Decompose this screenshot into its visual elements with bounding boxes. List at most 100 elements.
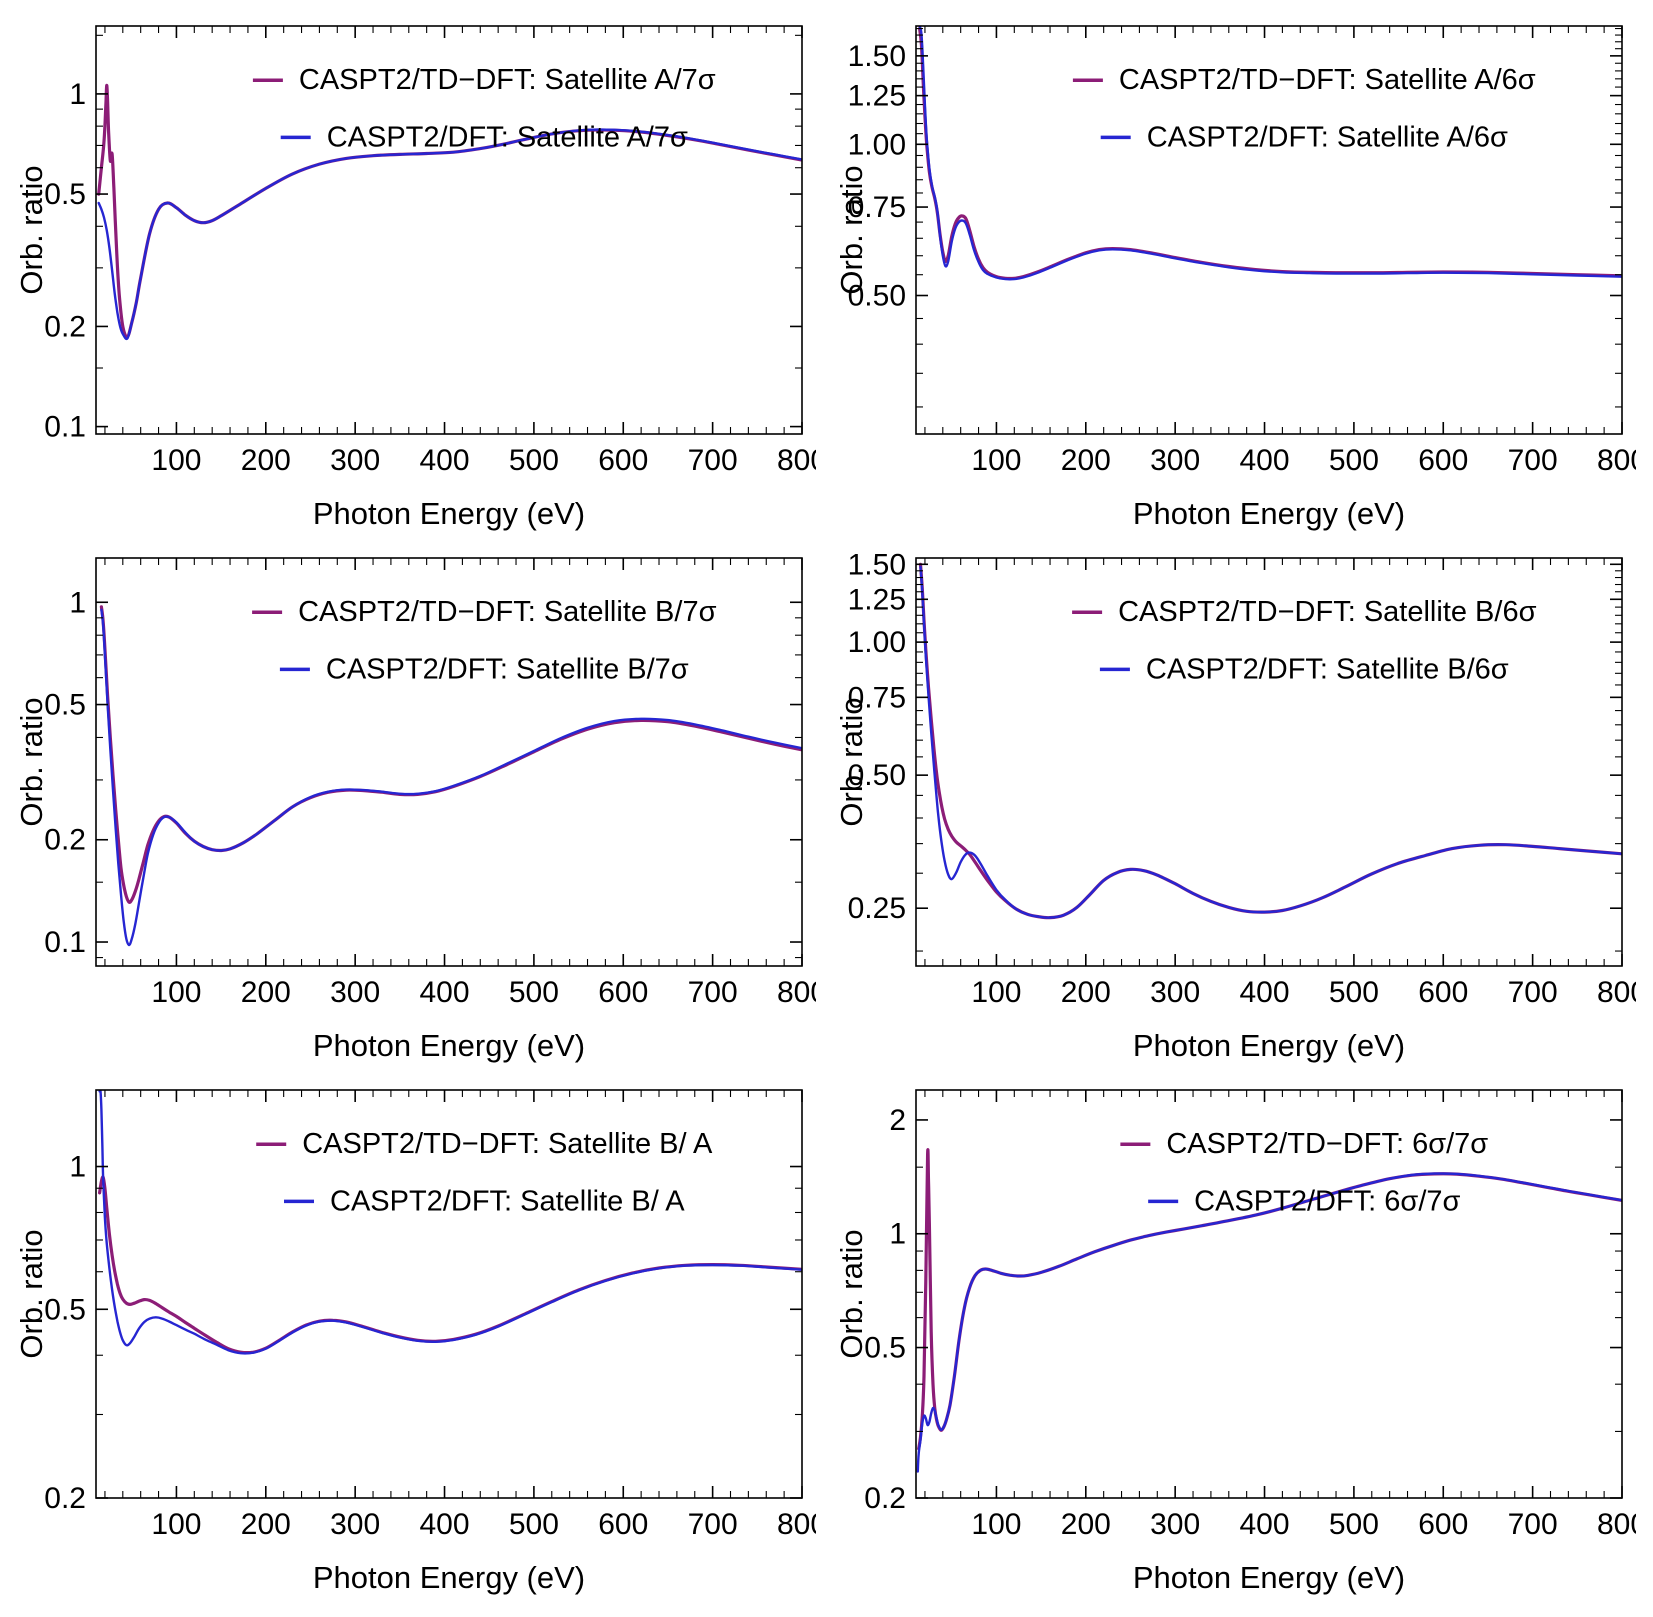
chart-panel-satellite-a-6sigma: 100 200 300 400 500 600 700 800 1.50 1.25 1.00 0.75… <box>836 16 1636 536</box>
x-tick-label: 100 <box>971 1508 1021 1541</box>
chart-svg-satellite-a-6sigma: 100 200 300 400 500 600 700 800 1.50 1.25 1.00 0.75… <box>836 16 1636 536</box>
y-tick-label: 1.50 <box>848 548 906 581</box>
legend-label: CASPT2/DFT: Satellite A/7σ <box>327 121 688 153</box>
x-axis-label: Photon Energy (eV) <box>313 1028 585 1063</box>
y-tick-label: 0.2 <box>864 1482 906 1515</box>
series-line <box>918 26 1622 281</box>
series-group <box>916 1148 1622 1473</box>
x-axis-label: Photon Energy (eV) <box>1133 1028 1405 1063</box>
x-tick-label: 700 <box>688 976 738 1009</box>
x-tick-label: 300 <box>1150 444 1200 477</box>
x-tick-label: 200 <box>241 444 291 477</box>
y-tick-label: 0.2 <box>44 824 86 857</box>
x-tick-label: 800 <box>1597 444 1636 477</box>
x-tick-label: 100 <box>151 1508 201 1541</box>
chart-panel-6sigma-over-7sigma: 100 200 300 400 500 600 700 800 2 1 0.5 0.2 Photon E… <box>836 1080 1636 1600</box>
x-tick-label: 800 <box>777 976 816 1009</box>
plot-frame <box>915 25 1623 435</box>
x-tick-label: 500 <box>1329 1508 1379 1541</box>
x-tick-label: 500 <box>509 976 559 1009</box>
x-axis-label: Photon Energy (eV) <box>313 496 585 531</box>
x-tick-label: 600 <box>1418 976 1468 1009</box>
series-group <box>99 605 802 947</box>
x-tick-label: 500 <box>509 444 559 477</box>
y-tick-label: 0.75 <box>848 681 906 714</box>
chart-panel-satellite-a-7sigma: 100 200 300 400 500 600 700 800 1 0.5 0.2 0.1 Photon… <box>16 16 816 536</box>
y-tick-label: 0.2 <box>44 310 86 343</box>
series-line <box>99 605 802 904</box>
y-axis-label: Orb. ratio <box>836 1229 869 1358</box>
x-tick-label: 200 <box>1061 444 1111 477</box>
y-tick-label: 0.2 <box>44 1482 86 1515</box>
x-tick-label: 300 <box>1150 1508 1200 1541</box>
x-tick-label: 100 <box>971 976 1021 1009</box>
y-tick-label: 0.1 <box>44 926 86 959</box>
x-tick-label: 700 <box>1508 444 1558 477</box>
x-tick-label: 700 <box>688 1508 738 1541</box>
x-tick-label: 800 <box>1597 1508 1636 1541</box>
legend-label: CASPT2/DFT: Satellite B/6σ <box>1146 653 1509 685</box>
x-tick-label: 500 <box>509 1508 559 1541</box>
x-tick-label: 100 <box>151 976 201 1009</box>
x-tick-label: 700 <box>1508 1508 1558 1541</box>
x-tick-label: 400 <box>1240 1508 1290 1541</box>
legend-label: CASPT2/DFT: Satellite A/6σ <box>1147 121 1508 153</box>
legend-label: CASPT2/TD−DFT: 6σ/7σ <box>1166 1128 1488 1160</box>
x-axis-label: Photon Energy (eV) <box>1133 496 1405 531</box>
x-tick-label: 200 <box>1061 1508 1111 1541</box>
x-tick-label: 200 <box>241 976 291 1009</box>
x-axis-label: Photon Energy (eV) <box>1133 1560 1405 1595</box>
x-tick-label: 400 <box>420 444 470 477</box>
series-line <box>919 565 1622 919</box>
x-tick-label: 100 <box>971 444 1021 477</box>
x-tick-label: 400 <box>420 976 470 1009</box>
y-tick-label: 0.1 <box>44 411 86 444</box>
plot-frame <box>95 25 803 435</box>
x-tick-label: 600 <box>598 444 648 477</box>
y-tick-label: 1.00 <box>848 626 906 659</box>
series-line <box>98 1090 802 1355</box>
y-tick-label: 2 <box>889 1104 906 1137</box>
x-tick-label: 400 <box>1240 444 1290 477</box>
series-group <box>918 562 1622 920</box>
chart-svg-satellite-a-7sigma: 100 200 300 400 500 600 700 800 1 0.5 0.2 0.1 Photon… <box>16 16 816 536</box>
y-tick-label: 0.5 <box>44 1293 86 1326</box>
x-tick-label: 300 <box>330 1508 380 1541</box>
chart-svg-satellite-b-over-a: 100 200 300 400 500 600 700 800 1 0.5 0.2 Photon En… <box>16 1080 816 1600</box>
y-tick-label: 0.5 <box>864 1332 906 1365</box>
y-tick-label: 1.00 <box>848 128 906 161</box>
y-tick-label: 0.25 <box>848 892 906 925</box>
y-tick-label: 1 <box>69 1151 86 1184</box>
y-tick-label: 0.50 <box>848 280 906 313</box>
x-tick-label: 400 <box>1240 976 1290 1009</box>
legend-label: CASPT2/DFT: 6σ/7σ <box>1194 1185 1460 1217</box>
legend-label: CASPT2/TD−DFT: Satellite B/7σ <box>298 596 716 628</box>
x-tick-label: 300 <box>330 976 380 1009</box>
chart-panel-satellite-b-over-a: 100 200 300 400 500 600 700 800 1 0.5 0.2 Photon En… <box>16 1080 816 1600</box>
x-tick-label: 300 <box>330 444 380 477</box>
x-tick-label: 200 <box>1061 976 1111 1009</box>
series-line <box>916 1172 1622 1473</box>
chart-svg-6sigma-over-7sigma: 100 200 300 400 500 600 700 800 2 1 0.5 0.2 Photon E… <box>836 1080 1636 1600</box>
series-line <box>97 128 802 341</box>
x-tick-label: 100 <box>151 444 201 477</box>
chart-svg-satellite-b-6sigma: 100 200 300 400 500 600 700 800 1.501.25 1.00 0.75… <box>836 548 1636 1068</box>
plot-frame <box>95 557 803 967</box>
legend-label: CASPT2/TD−DFT: Satellite B/ A <box>302 1128 713 1160</box>
chart-svg-satellite-b-7sigma: 100 200 300 400 500 600 700 800 1 0.5 0.2 0.1 Photon… <box>16 548 816 1068</box>
y-tick-label: 0.5 <box>44 689 86 722</box>
x-tick-label: 600 <box>598 1508 648 1541</box>
x-tick-label: 700 <box>1508 976 1558 1009</box>
x-tick-label: 500 <box>1329 444 1379 477</box>
plot-frame <box>915 1089 1623 1499</box>
plot-frame <box>95 1089 803 1499</box>
y-tick-label: 0.5 <box>44 178 86 211</box>
y-tick-label: 1 <box>69 78 86 111</box>
x-tick-label: 200 <box>241 1508 291 1541</box>
y-tick-label: 1.50 <box>848 40 906 73</box>
x-tick-label: 400 <box>420 1508 470 1541</box>
y-axis-label: Orb. ratio <box>836 165 869 294</box>
y-tick-label: 0.50 <box>848 759 906 792</box>
y-tick-label: 1 <box>889 1218 906 1251</box>
